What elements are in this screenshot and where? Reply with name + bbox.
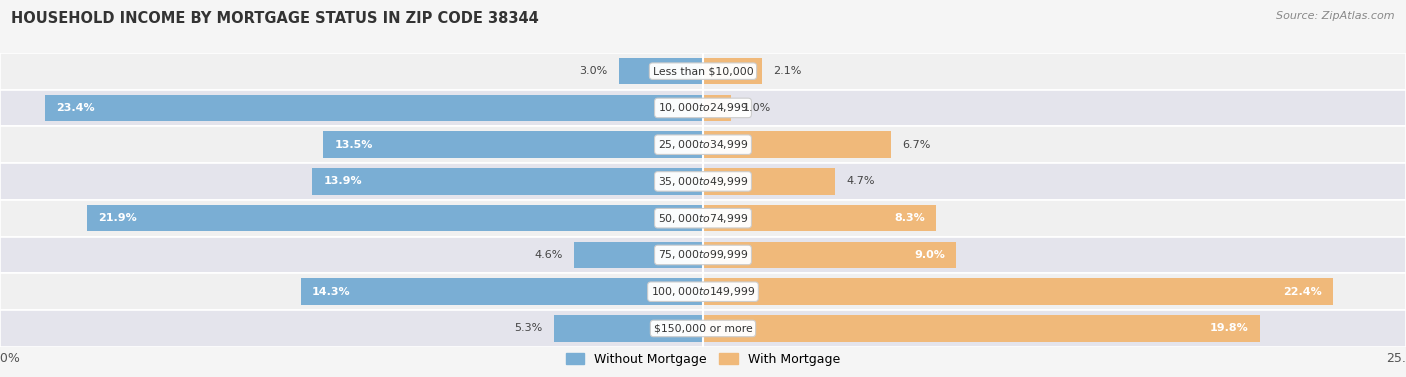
Bar [619, 58, 703, 84]
Text: Source: ZipAtlas.com: Source: ZipAtlas.com [1277, 11, 1395, 21]
Bar [703, 168, 835, 195]
Bar [87, 205, 703, 231]
Text: 6.7%: 6.7% [903, 139, 931, 150]
Bar [703, 205, 936, 231]
Text: 21.9%: 21.9% [98, 213, 138, 223]
Text: $10,000 to $24,999: $10,000 to $24,999 [658, 101, 748, 114]
Text: 23.4%: 23.4% [56, 103, 94, 113]
Text: 3.0%: 3.0% [579, 66, 607, 76]
Bar [703, 279, 1333, 305]
Text: 4.7%: 4.7% [846, 176, 875, 187]
Bar [0, 90, 1406, 126]
Bar [45, 95, 703, 121]
Bar [703, 95, 731, 121]
Text: 13.9%: 13.9% [323, 176, 361, 187]
Text: 1.0%: 1.0% [742, 103, 770, 113]
Bar [703, 315, 1260, 342]
Bar [554, 315, 703, 342]
Bar [0, 273, 1406, 310]
Text: $50,000 to $74,999: $50,000 to $74,999 [658, 212, 748, 225]
Text: 2.1%: 2.1% [773, 66, 801, 76]
Bar [703, 242, 956, 268]
Legend: Without Mortgage, With Mortgage: Without Mortgage, With Mortgage [561, 348, 845, 371]
Bar [0, 237, 1406, 273]
Text: 14.3%: 14.3% [312, 287, 350, 297]
Text: 4.6%: 4.6% [534, 250, 562, 260]
Text: $25,000 to $34,999: $25,000 to $34,999 [658, 138, 748, 151]
Text: 8.3%: 8.3% [894, 213, 925, 223]
Bar [703, 132, 891, 158]
Bar [301, 279, 703, 305]
Bar [703, 58, 762, 84]
Text: Less than $10,000: Less than $10,000 [652, 66, 754, 76]
Bar [574, 242, 703, 268]
Text: 5.3%: 5.3% [515, 323, 543, 334]
Text: 13.5%: 13.5% [335, 139, 373, 150]
Text: 19.8%: 19.8% [1209, 323, 1249, 334]
Bar [0, 163, 1406, 200]
Bar [323, 132, 703, 158]
Bar [0, 53, 1406, 89]
Text: $35,000 to $49,999: $35,000 to $49,999 [658, 175, 748, 188]
Text: $150,000 or more: $150,000 or more [654, 323, 752, 334]
Text: $75,000 to $99,999: $75,000 to $99,999 [658, 248, 748, 261]
Bar [0, 200, 1406, 237]
Text: HOUSEHOLD INCOME BY MORTGAGE STATUS IN ZIP CODE 38344: HOUSEHOLD INCOME BY MORTGAGE STATUS IN Z… [11, 11, 538, 26]
Bar [0, 310, 1406, 347]
Text: 22.4%: 22.4% [1282, 287, 1322, 297]
Bar [312, 168, 703, 195]
Text: $100,000 to $149,999: $100,000 to $149,999 [651, 285, 755, 298]
Text: 9.0%: 9.0% [914, 250, 945, 260]
Bar [0, 126, 1406, 163]
